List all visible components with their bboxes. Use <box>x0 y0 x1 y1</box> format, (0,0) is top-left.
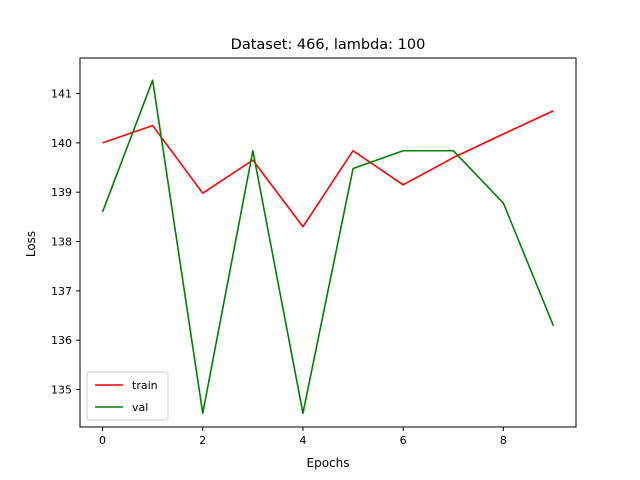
legend: train val <box>86 371 169 421</box>
x-axis-ticks: 0 2 4 6 8 <box>99 427 507 447</box>
y-tick-label: 139 <box>51 186 72 199</box>
y-tick-label: 138 <box>51 236 72 249</box>
y-tick-label: 135 <box>51 384 72 397</box>
x-tick-label: 4 <box>299 434 306 447</box>
legend-box <box>86 371 169 421</box>
y-tick-label: 136 <box>51 334 72 347</box>
x-tick-label: 2 <box>199 434 206 447</box>
y-tick-label: 137 <box>51 285 72 298</box>
y-tick-label: 141 <box>51 88 72 101</box>
legend-label-train: train <box>132 379 158 392</box>
y-axis-label: Loss <box>24 231 38 257</box>
plot-frame <box>79 57 577 428</box>
series-layer <box>101 79 555 414</box>
y-axis-ticks: 135 136 137 138 139 140 141 <box>51 88 80 397</box>
x-tick-label: 6 <box>400 434 407 447</box>
y-tick-label: 140 <box>51 137 72 150</box>
x-tick-label: 0 <box>99 434 106 447</box>
x-tick-label: 8 <box>500 434 507 447</box>
chart-title: Dataset: 466, lambda: 100 <box>231 37 426 53</box>
legend-label-val: val <box>132 401 148 414</box>
series-line-val <box>101 79 555 414</box>
series-line-train <box>102 110 554 228</box>
x-axis-label: Epochs <box>307 456 350 470</box>
